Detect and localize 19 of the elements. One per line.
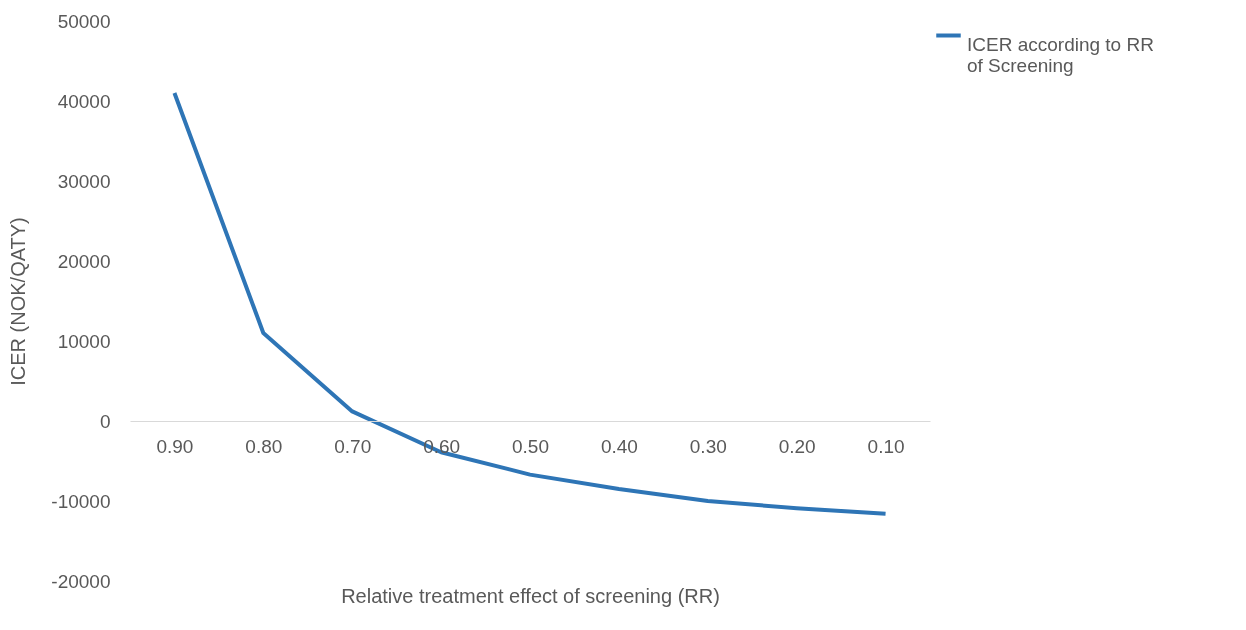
y-tick-label: 0 xyxy=(99,410,111,432)
y-tick-label: 40000 xyxy=(57,90,111,112)
x-tick-label: 0.80 xyxy=(245,435,283,457)
x-tick-label: 0.10 xyxy=(867,435,905,457)
x-tick-label: 0.70 xyxy=(334,435,372,457)
x-tick-label: 0.50 xyxy=(512,435,549,457)
y-tick-label: 50000 xyxy=(57,10,111,32)
y-tick-label: -10000 xyxy=(51,490,111,512)
y-tick-label: 10000 xyxy=(57,330,111,352)
x-tick-label: 0.30 xyxy=(689,435,727,457)
y-tick-label: 20000 xyxy=(57,250,111,272)
x-tick-label: 0.40 xyxy=(600,435,638,457)
y-tick-label: 30000 xyxy=(57,170,111,192)
x-tick-label: 0.20 xyxy=(778,435,816,457)
y-tick-label: -20000 xyxy=(51,570,111,592)
legend-label: ICER according to RR of Screening xyxy=(967,33,1154,76)
y-axis-title: ICER (NOK/QATY) xyxy=(7,217,30,386)
x-tick-label: 0.90 xyxy=(156,435,194,457)
x-axis-title: Relative treatment effect of screening (RR) xyxy=(341,584,720,607)
